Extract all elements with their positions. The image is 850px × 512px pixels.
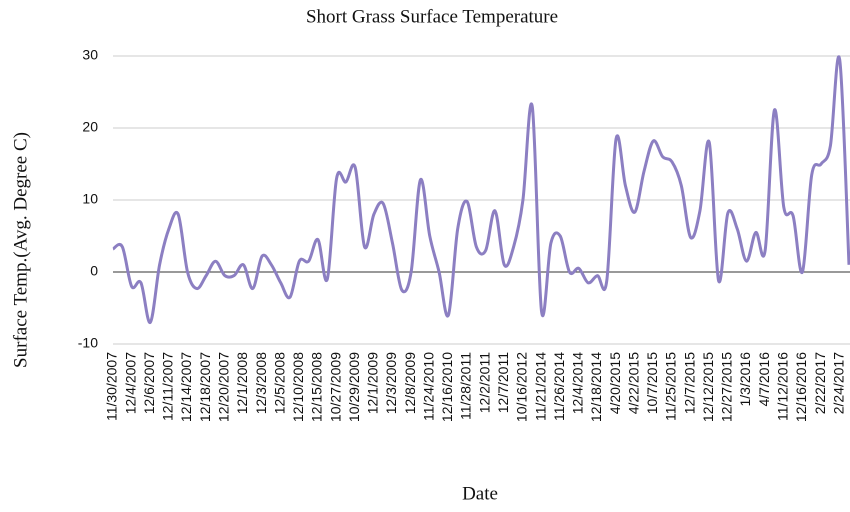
y-tick-label: 0 xyxy=(90,263,98,279)
x-axis-label: Date xyxy=(462,483,498,504)
x-tick-label: 12/18/2014 xyxy=(588,352,604,422)
y-tick-label: 20 xyxy=(82,119,98,135)
x-tick-label: 12/1/2008 xyxy=(234,352,250,414)
x-tick-label: 12/18/2007 xyxy=(197,352,213,422)
x-tick-label: 11/24/2010 xyxy=(420,352,436,421)
x-tick-label: 11/12/2016 xyxy=(774,352,790,421)
x-tick-label: 10/27/2009 xyxy=(327,352,343,422)
x-tick-label: 12/4/2014 xyxy=(570,352,586,414)
x-tick-label: 12/7/2011 xyxy=(495,352,511,413)
y-tick-label: 30 xyxy=(82,47,98,63)
x-tick-label: 12/7/2015 xyxy=(681,352,697,414)
x-tick-label: 11/25/2015 xyxy=(663,352,679,421)
x-tick-label: 12/12/2015 xyxy=(700,352,716,422)
x-tick-label: 12/11/2007 xyxy=(160,352,176,421)
x-tick-label: 12/1/2009 xyxy=(365,352,381,414)
x-tick-label: 12/5/2008 xyxy=(271,352,287,414)
x-tick-label: 12/27/2015 xyxy=(719,352,735,422)
x-tick-label: 11/26/2014 xyxy=(551,352,567,421)
x-tick-label: 12/20/2007 xyxy=(216,352,232,422)
y-tick-label: -10 xyxy=(78,335,98,351)
x-tick-label: 12/6/2007 xyxy=(141,352,157,414)
x-tick-label: 12/14/2007 xyxy=(178,352,194,422)
x-tick-label: 12/16/2010 xyxy=(439,352,455,422)
x-tick-label: 12/4/2007 xyxy=(122,352,138,414)
x-tick-label: 12/16/2016 xyxy=(793,352,809,422)
x-tick-label: 12/3/2008 xyxy=(253,352,269,414)
x-tick-label: 4/22/2015 xyxy=(625,352,641,414)
x-tick-label: 11/30/2007 xyxy=(104,352,120,421)
y-axis-label: Surface Temp.(Avg. Degree C) xyxy=(10,132,31,368)
x-tick-label: 12/2/2011 xyxy=(476,352,492,413)
x-tick-label: 11/21/2014 xyxy=(532,352,548,421)
x-tick-label: 1/3/2016 xyxy=(737,352,753,407)
x-tick-label: 12/8/2009 xyxy=(402,352,418,414)
x-tick-label: 4/7/2016 xyxy=(756,352,772,407)
x-tick-label: 10/7/2015 xyxy=(644,352,660,414)
x-tick-label: 10/16/2012 xyxy=(514,352,530,422)
x-tick-label: 12/15/2008 xyxy=(309,352,325,422)
chart-title: Short Grass Surface Temperature xyxy=(306,6,558,27)
line-series xyxy=(112,55,850,324)
x-tick-label: 12/3/2009 xyxy=(383,352,399,414)
x-tick-label: 4/20/2015 xyxy=(607,352,623,414)
x-tick-label: 12/10/2008 xyxy=(290,352,306,422)
x-tick-label: 10/29/2009 xyxy=(346,352,362,422)
x-tick-label: 2/24/2017 xyxy=(830,352,846,414)
y-tick-label: 10 xyxy=(82,191,98,207)
x-tick-label: 2/22/2017 xyxy=(812,352,828,414)
x-tick-label: 11/28/2011 xyxy=(458,352,474,420)
